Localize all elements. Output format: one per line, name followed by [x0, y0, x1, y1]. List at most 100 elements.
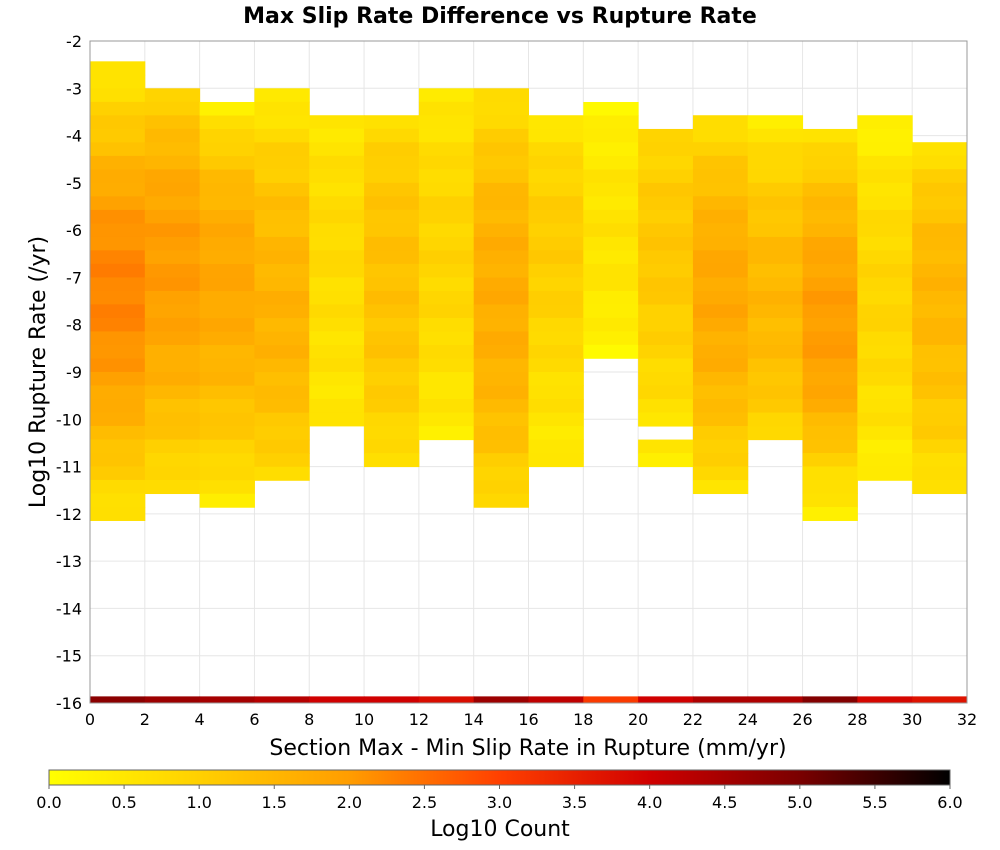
heatmap-cell [199, 412, 255, 427]
heatmap-cell [254, 128, 310, 143]
heatmap-cell [802, 304, 858, 319]
heatmap-cell [473, 142, 529, 157]
heatmap-cell [418, 399, 475, 414]
heatmap-cell [857, 142, 913, 157]
heatmap-cell [747, 345, 804, 360]
heatmap-cell-floor [692, 696, 749, 703]
x-tick-label: 26 [792, 710, 812, 729]
heatmap-cell [309, 115, 365, 130]
heatmap-cell [857, 304, 913, 319]
heatmap-cell [144, 344, 201, 359]
heatmap-cell [692, 317, 749, 332]
heatmap-cell [692, 142, 749, 157]
heatmap-cell [912, 155, 968, 170]
heatmap-cell [309, 277, 365, 292]
heatmap-cell [802, 128, 858, 143]
heatmap-cell [638, 128, 694, 143]
heatmap-cell [473, 182, 529, 197]
heatmap-cell [473, 277, 529, 292]
heatmap-cell [638, 169, 694, 184]
heatmap-cell [638, 304, 694, 319]
heatmap-cell [692, 182, 749, 197]
heatmap-cell [638, 142, 694, 157]
heatmap-cell [912, 385, 968, 400]
heatmap-cell [802, 236, 858, 251]
heatmap-cell [309, 128, 365, 143]
heatmap-cell [254, 439, 310, 454]
heatmap-cell [254, 318, 310, 333]
heatmap-cell [309, 182, 365, 197]
heatmap-cell [90, 358, 146, 373]
heatmap-cell [638, 263, 694, 279]
heatmap-cell [364, 250, 420, 265]
heatmap-cell [583, 304, 639, 319]
heatmap-cell [90, 277, 146, 292]
heatmap-cell [747, 304, 804, 319]
heatmap-cell [144, 453, 201, 468]
heatmap-cell [857, 291, 913, 306]
heatmap-cell [857, 412, 913, 427]
heatmap-cell [692, 344, 749, 359]
heatmap-cell [199, 331, 255, 346]
heatmap-cell [747, 277, 804, 292]
heatmap-cell [309, 412, 365, 427]
heatmap-cell-floor [254, 696, 310, 703]
heatmap-cell [90, 61, 146, 76]
heatmap-cell [473, 318, 529, 333]
heatmap-cell [747, 115, 804, 130]
heatmap-cell [199, 345, 255, 360]
heatmap-cell [912, 358, 968, 373]
heatmap-cell [802, 412, 858, 427]
heatmap-cell [309, 317, 365, 332]
heatmap-cell [418, 182, 475, 197]
heatmap-cell [364, 385, 420, 400]
heatmap-cell [857, 399, 913, 414]
heatmap-cell [473, 101, 529, 116]
heatmap-cell [473, 115, 529, 130]
x-tick-label: 32 [957, 710, 977, 729]
heatmap-cell [364, 290, 420, 305]
heatmap-cell [418, 263, 475, 278]
chart-title: Max Slip Rate Difference vs Rupture Rate [243, 4, 757, 29]
heatmap-cell [254, 412, 310, 427]
heatmap-cell [473, 88, 529, 103]
heatmap-cell [364, 371, 420, 386]
x-tick-label: 10 [354, 710, 374, 729]
y-tick-label: -11 [56, 458, 82, 477]
heatmap-cell [528, 290, 584, 305]
heatmap-cell [144, 88, 201, 103]
heatmap-cell [638, 358, 694, 373]
heatmap-cell [90, 425, 146, 440]
heatmap-cell [144, 115, 201, 130]
heatmap-cell [747, 236, 804, 251]
heatmap-cell [364, 115, 420, 130]
heatmap-cell [364, 182, 420, 197]
heatmap-cell [364, 196, 420, 211]
heatmap-cell [747, 182, 804, 197]
heatmap-cell [309, 169, 365, 184]
heatmap-cell [364, 277, 420, 292]
heatmap-cell [528, 331, 584, 346]
x-tick-label: 22 [683, 710, 703, 729]
heatmap-cell [583, 236, 639, 251]
heatmap-cell [309, 263, 365, 278]
heatmap-cells [90, 61, 968, 703]
heatmap-cell [857, 385, 913, 400]
heatmap-cell [692, 412, 749, 427]
heatmap-cell [857, 466, 913, 481]
heatmap-cell [638, 412, 694, 427]
heatmap-cell-floor [912, 696, 968, 703]
heatmap-cell [90, 452, 146, 467]
heatmap-cell [254, 196, 310, 211]
heatmap-cell [692, 169, 749, 184]
heatmap-cell [90, 479, 146, 494]
y-tick-label: -15 [56, 647, 82, 666]
heatmap-cell [802, 439, 858, 454]
x-tick-label: 24 [738, 710, 758, 729]
heatmap-cell [802, 358, 858, 373]
heatmap-cell [90, 182, 146, 197]
heatmap-cell [802, 479, 858, 494]
heatmap-cell-floor [638, 696, 694, 703]
colorbar-ticks: 0.0 0.5 1.0 1.5 2.0 2.5 3.0 3.5 4.0 4.5 5.0 5.5 6.0 [36, 785, 963, 812]
heatmap-cell [364, 155, 420, 170]
